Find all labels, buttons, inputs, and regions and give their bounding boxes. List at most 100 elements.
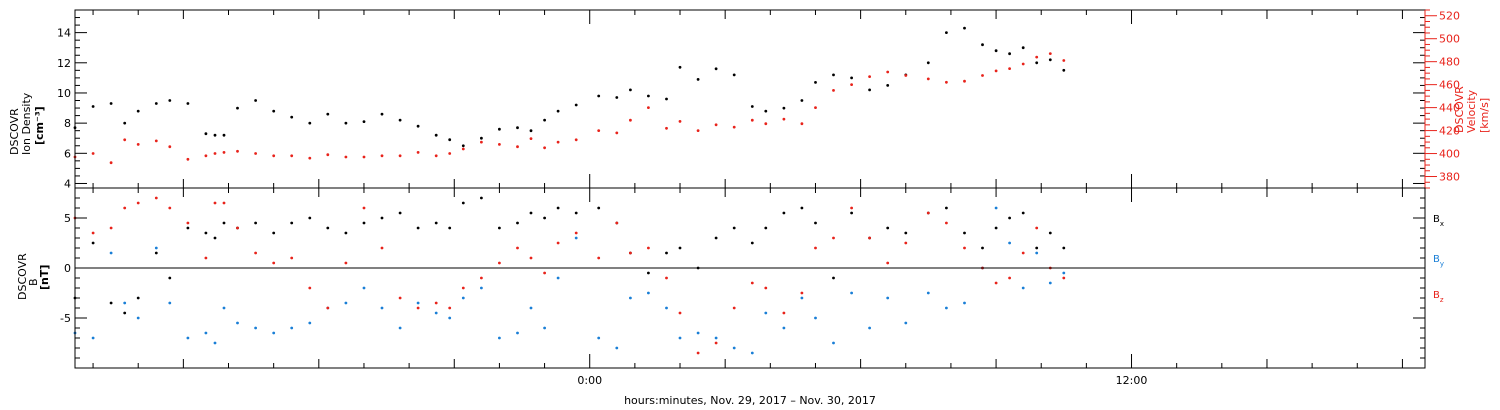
by-point [154, 246, 158, 250]
bz-point [1062, 276, 1066, 280]
velocity-point [516, 145, 519, 149]
bx-point [850, 211, 853, 215]
velocity-point [750, 118, 754, 122]
by-point [543, 326, 546, 330]
bx-point [963, 231, 966, 235]
density-point [543, 118, 546, 122]
by-point [574, 236, 578, 240]
velocity-point [904, 74, 908, 77]
bx-point [981, 246, 984, 250]
density-point [448, 138, 452, 142]
density-point [1048, 58, 1052, 62]
bz-point [254, 251, 257, 255]
velocity-point [629, 118, 632, 122]
bx-point [1062, 246, 1066, 250]
density-point [154, 102, 158, 105]
velocity-point [529, 137, 533, 141]
velocity-point [398, 154, 402, 158]
bz-point [362, 206, 366, 210]
density-point [597, 94, 601, 98]
velocity-tick-label: 460 [1439, 79, 1460, 92]
density-point [222, 133, 226, 137]
bz-point [154, 196, 158, 200]
bz-point [136, 201, 140, 205]
velocity-point [154, 139, 158, 143]
bx-point [1021, 211, 1025, 215]
density-point [398, 118, 402, 122]
by-point [696, 331, 700, 335]
density-point [109, 102, 113, 105]
bx-point [832, 276, 835, 280]
by-point [136, 316, 140, 320]
bz-point [326, 306, 330, 310]
bx-point [123, 311, 127, 315]
legend-by-label: By [1433, 254, 1444, 268]
velocity-point [574, 138, 578, 142]
velocity-tick-label: 420 [1439, 125, 1460, 138]
bz-point [764, 286, 768, 290]
by-point [123, 301, 127, 305]
magnetic-panel-frame [74, 187, 1426, 369]
velocity-point [1062, 59, 1066, 62]
velocity-point [272, 154, 276, 158]
density-tick-label: 14 [57, 27, 71, 40]
bz-point [556, 241, 560, 245]
by-point [678, 336, 682, 340]
density-point [461, 144, 465, 148]
density-point [1008, 52, 1011, 56]
bz-point [832, 236, 835, 240]
bx-point [272, 231, 276, 235]
bx-point [398, 211, 402, 215]
velocity-point [308, 156, 312, 160]
velocity-point [764, 122, 768, 126]
density-point [236, 106, 239, 110]
density-point [272, 109, 276, 113]
density-point [732, 73, 736, 77]
by-point [597, 336, 601, 340]
by-point [168, 301, 172, 305]
by-point [926, 291, 930, 295]
velocity-point [647, 106, 650, 109]
density-point [926, 61, 930, 65]
velocity-point [109, 161, 113, 165]
by-point [814, 316, 817, 320]
by-point [254, 326, 257, 330]
bz-point [543, 271, 546, 275]
bx-point [480, 196, 483, 200]
bz-point [380, 246, 384, 250]
bx-point [362, 221, 366, 225]
bz-point [213, 201, 217, 205]
bx-point [1048, 231, 1052, 235]
density-tick-label: 4 [64, 177, 71, 190]
velocity-point [1021, 62, 1025, 66]
field-axis-ticks: -5 0 5 [60, 187, 1425, 369]
by-point [272, 331, 276, 335]
by-point [480, 286, 483, 290]
velocity-tick-label: 400 [1439, 148, 1460, 161]
bx-point [461, 201, 465, 205]
bx-point [254, 221, 257, 225]
by-point [380, 306, 384, 310]
by-point [290, 326, 294, 330]
by-point [782, 326, 786, 330]
density-point [782, 106, 786, 110]
velocity-tick-label: 520 [1439, 10, 1460, 23]
velocity-point [498, 143, 501, 146]
velocity-point [814, 106, 817, 109]
by-point [498, 336, 501, 340]
by-point [213, 341, 217, 345]
by-point [800, 296, 804, 300]
bz-point [448, 306, 452, 310]
bx-point [416, 226, 420, 230]
bz-point [168, 206, 172, 210]
bx-point [994, 226, 998, 230]
density-point [750, 105, 754, 108]
bx-point [665, 251, 668, 255]
x-tick-label: 12:00 [1116, 374, 1148, 387]
bx-point [556, 206, 560, 210]
velocity-point [168, 145, 172, 149]
density-tick-label: 12 [57, 57, 71, 70]
bx-point [732, 226, 736, 230]
bx-point [344, 231, 348, 235]
density-point [850, 76, 853, 80]
